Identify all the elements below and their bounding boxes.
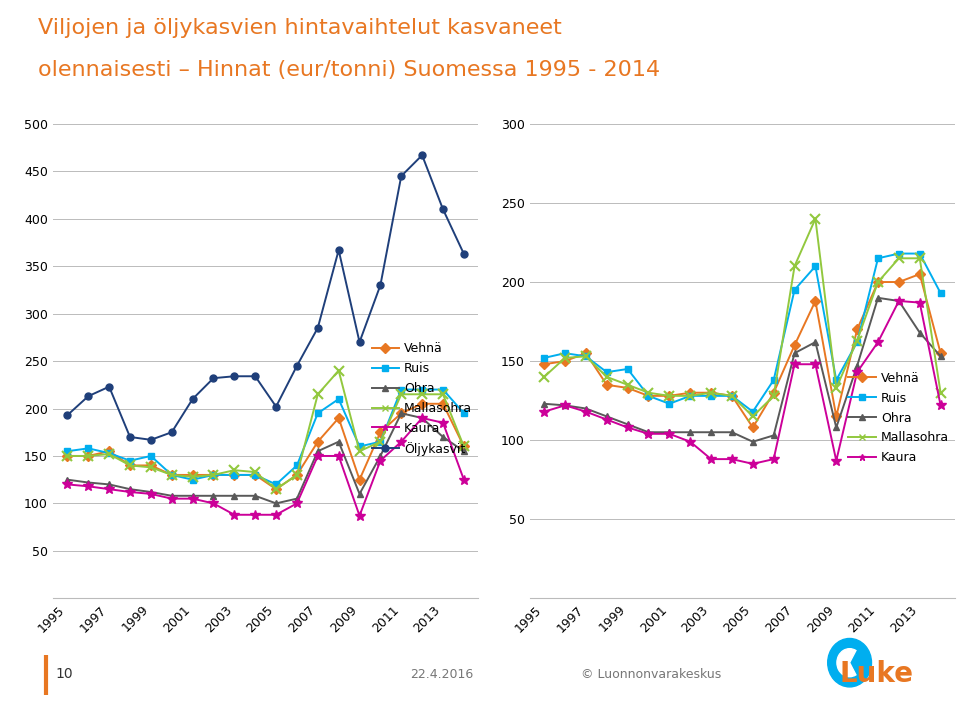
Text: Luke: Luke (840, 660, 914, 688)
Text: © Luonnonvarakeskus: © Luonnonvarakeskus (581, 668, 721, 680)
Legend: Vehnä, Ruis, Ohra, Mallasohra, Kaura, Öljykasvit: Vehnä, Ruis, Ohra, Mallasohra, Kaura, Öl… (372, 343, 472, 456)
Legend: Vehnä, Ruis, Ohra, Mallasohra, Kaura: Vehnä, Ruis, Ohra, Mallasohra, Kaura (849, 372, 948, 464)
Text: 22.4.2016: 22.4.2016 (410, 668, 473, 680)
Circle shape (828, 639, 872, 687)
Text: olennaisesti – Hinnat (eur/tonni) Suomessa 1995 - 2014: olennaisesti – Hinnat (eur/tonni) Suomes… (38, 60, 660, 80)
Text: 10: 10 (56, 667, 73, 681)
Text: Viljojen ja öljykasvien hintavaihtelut kasvaneet: Viljojen ja öljykasvien hintavaihtelut k… (38, 18, 563, 38)
Wedge shape (837, 649, 856, 677)
